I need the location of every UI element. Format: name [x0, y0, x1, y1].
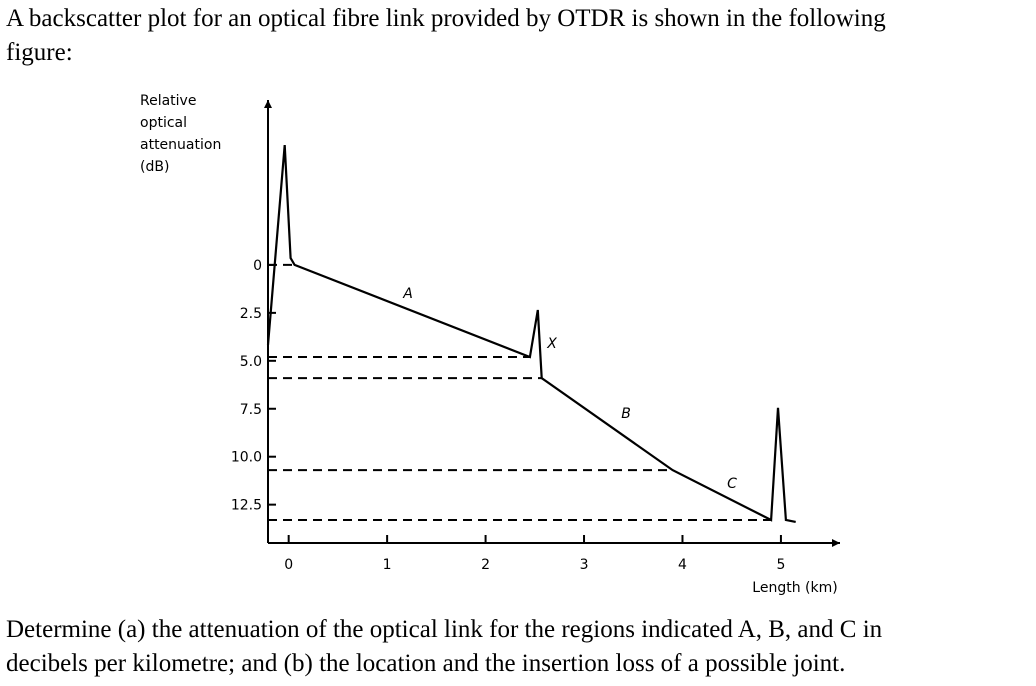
- y-tick-label: 10.0: [231, 450, 262, 466]
- x-tick-label: 3: [580, 557, 589, 573]
- y-axis-label: attenuation: [140, 137, 221, 153]
- y-axis-label: Relative: [140, 93, 196, 109]
- y-axis-label: optical: [140, 115, 187, 131]
- y-tick-label: 5.0: [240, 354, 262, 370]
- intro-line: A backscatter plot for an optical fibre …: [6, 5, 886, 32]
- y-tick-label: 2.5: [240, 306, 262, 322]
- region-label: C: [727, 476, 737, 492]
- x-tick-label: 1: [383, 557, 392, 573]
- x-tick-label: 0: [284, 557, 293, 573]
- y-tick-label: 12.5: [231, 498, 262, 514]
- x-axis-label: Length (km): [752, 580, 837, 596]
- figure: 0 2.5 5.0 7.5 10.0 12.5 0 1 2 3 4 5 Relative optical a…: [140, 93, 840, 596]
- trace: [266, 145, 796, 523]
- intro-line: figure:: [6, 39, 73, 66]
- y-axis-label: (dB): [140, 159, 169, 175]
- x-arrow: [832, 539, 840, 547]
- region-label: X: [546, 336, 557, 352]
- region-label: A: [402, 286, 413, 302]
- x-tick-label: 4: [678, 557, 687, 573]
- x-tick-label: 2: [481, 557, 490, 573]
- x-tick-label: 5: [776, 557, 785, 573]
- task-line: decibels per kilometre; and (b) the loca…: [6, 650, 845, 677]
- region-label: B: [621, 406, 631, 422]
- y-tick-label: 7.5: [240, 402, 262, 418]
- task-line: Determine (a) the attenuation of the opt…: [6, 616, 883, 643]
- y-arrow: [264, 100, 272, 108]
- y-tick-label: 0: [253, 258, 262, 274]
